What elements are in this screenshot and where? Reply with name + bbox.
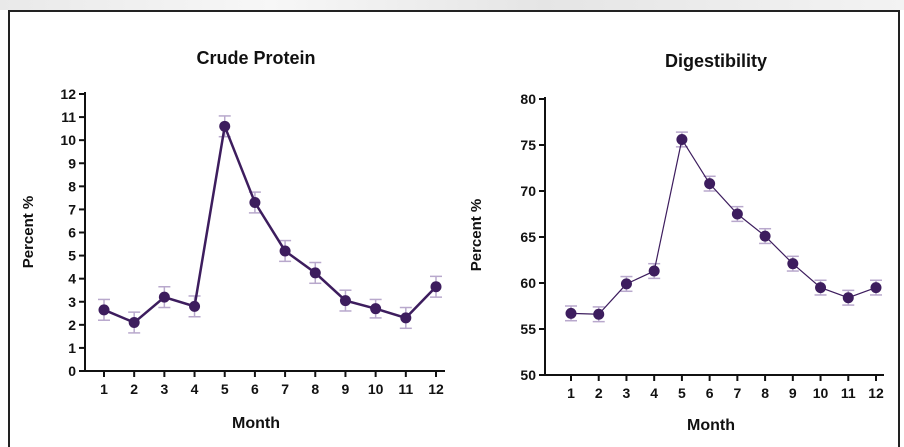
chart1-x-tick-label: 11 bbox=[398, 381, 413, 397]
chart2-ylabel: Percent % bbox=[468, 199, 485, 272]
figure-border bbox=[8, 10, 900, 447]
chart2-y-tick-label: 75 bbox=[520, 137, 536, 153]
chart1-x-tick-label: 5 bbox=[221, 381, 229, 397]
chart2-x-tick-label: 12 bbox=[868, 385, 884, 401]
chart2-x-tick-label: 4 bbox=[650, 385, 658, 401]
chart1-x-tick-label: 8 bbox=[311, 381, 319, 397]
chart2-x-tick-label: 9 bbox=[789, 385, 797, 401]
chart1-data-point bbox=[400, 312, 412, 324]
chart1-y-tick-label: 5 bbox=[68, 248, 76, 264]
chart2-data-point bbox=[815, 282, 827, 294]
chart1-x-tick-label: 1 bbox=[100, 381, 108, 397]
chart2-y-tick-label: 50 bbox=[520, 367, 536, 383]
chart2-x-tick-label: 2 bbox=[595, 385, 603, 401]
chart2-x-tick-label: 5 bbox=[678, 385, 686, 401]
chart2-data-point bbox=[676, 133, 688, 145]
chart1-y-tick-label: 4 bbox=[68, 271, 76, 287]
chart2-data-point bbox=[565, 307, 577, 319]
chart2-series-line bbox=[570, 137, 877, 315]
chart1-data-point bbox=[158, 291, 170, 303]
chart1-y-tick-label: 7 bbox=[68, 201, 76, 217]
chart1-x-tick-label: 12 bbox=[428, 381, 444, 397]
chart2-xlabel: Month bbox=[687, 417, 735, 434]
chart2-x-tick-label: 6 bbox=[706, 385, 714, 401]
chart1-x-tick-label: 6 bbox=[251, 381, 259, 397]
chart1-data-point bbox=[309, 267, 321, 279]
chart2-data-point bbox=[704, 178, 716, 190]
chart2-x-tick-label: 3 bbox=[623, 385, 631, 401]
chart1-y-tick-label: 3 bbox=[68, 294, 76, 310]
chart1-y-tick-label: 8 bbox=[68, 178, 76, 194]
chart2-y-tick-label: 60 bbox=[520, 275, 536, 291]
chart1-y-tick-label: 6 bbox=[68, 225, 76, 241]
chart2-x-tick-label: 1 bbox=[567, 385, 575, 401]
chart1-x-tick-label: 10 bbox=[368, 381, 384, 397]
chart1-x-tick-label: 7 bbox=[281, 381, 289, 397]
chart2-data-point bbox=[842, 292, 854, 304]
chart2-data-point bbox=[620, 278, 632, 290]
chart1-data-point bbox=[279, 245, 291, 257]
chart1-y-tick-label: 10 bbox=[60, 132, 76, 148]
chart2-y-tick-label: 65 bbox=[520, 229, 536, 245]
chart2-title: Digestibility bbox=[665, 51, 767, 71]
chart2-x-tick-label: 11 bbox=[841, 385, 856, 401]
chart1-data-point bbox=[339, 295, 351, 307]
chart1-xlabel: Month bbox=[232, 415, 280, 432]
chart1-y-tick-label: 0 bbox=[68, 363, 76, 379]
chart2-y-tick-label: 55 bbox=[520, 321, 536, 337]
chart1-data-point bbox=[219, 120, 231, 132]
chart1-data-point bbox=[98, 304, 110, 316]
chart2-y-tick-label: 70 bbox=[520, 183, 536, 199]
chart2-data-point bbox=[787, 258, 799, 270]
chart1-data-point bbox=[370, 303, 382, 315]
chart1-y-tick-label: 12 bbox=[60, 86, 76, 102]
top-strip bbox=[0, 0, 904, 10]
chart1-y-tick-label: 2 bbox=[68, 317, 76, 333]
chart1-x-tick-label: 2 bbox=[130, 381, 138, 397]
chart2-y-tick-label: 80 bbox=[520, 91, 536, 107]
chart1-x-tick-label: 3 bbox=[160, 381, 168, 397]
chart2-data-point bbox=[759, 230, 771, 242]
chart1-ylabel: Percent % bbox=[20, 196, 37, 269]
chart2-x-tick-label: 10 bbox=[813, 385, 829, 401]
chart2-data-point bbox=[870, 282, 882, 294]
chart1-y-tick-label: 9 bbox=[68, 155, 76, 171]
chart1-data-point bbox=[189, 300, 201, 312]
chart1-data-point bbox=[430, 281, 442, 293]
chart2-x-tick-label: 7 bbox=[733, 385, 741, 401]
chart1-x-tick-label: 4 bbox=[191, 381, 199, 397]
chart1-series-line bbox=[103, 121, 437, 324]
chart2-data-point bbox=[593, 308, 605, 320]
chart2-x-tick-label: 8 bbox=[761, 385, 769, 401]
chart1-y-tick-label: 1 bbox=[68, 340, 76, 356]
chart1-y-tick-label: 11 bbox=[61, 109, 76, 125]
chart1-title: Crude Protein bbox=[196, 48, 315, 68]
chart1-data-point bbox=[128, 317, 140, 329]
chart1-data-point bbox=[249, 196, 261, 208]
chart2-data-point bbox=[731, 208, 743, 220]
chart2-data-point bbox=[648, 265, 660, 277]
chart1-x-tick-label: 9 bbox=[342, 381, 350, 397]
